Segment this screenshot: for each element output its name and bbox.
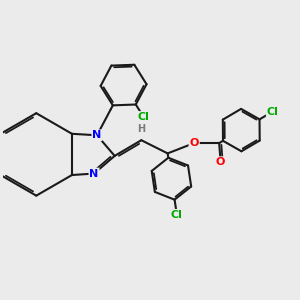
- Text: Cl: Cl: [138, 112, 150, 122]
- Text: O: O: [190, 138, 199, 148]
- Text: H: H: [137, 124, 146, 134]
- Text: Cl: Cl: [267, 106, 279, 117]
- Text: Cl: Cl: [171, 210, 183, 220]
- Text: N: N: [92, 130, 102, 140]
- Text: N: N: [89, 169, 99, 178]
- Text: O: O: [216, 157, 225, 167]
